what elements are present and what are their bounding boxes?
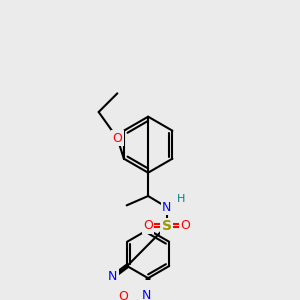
Text: O: O (181, 219, 190, 232)
Text: O: O (112, 132, 122, 145)
Text: O: O (143, 219, 153, 232)
Text: H: H (177, 194, 185, 204)
Text: N: N (162, 201, 172, 214)
Text: N: N (108, 270, 118, 283)
Text: N: N (141, 289, 151, 300)
Text: O: O (119, 290, 129, 300)
Text: S: S (162, 219, 172, 233)
